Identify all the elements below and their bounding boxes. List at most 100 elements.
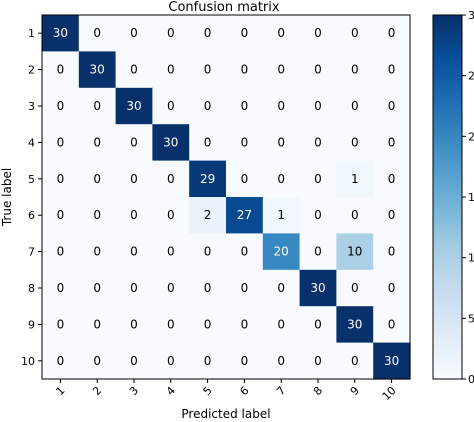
- heatmap-cell-r4-c2: [78, 124, 117, 162]
- cell-value-r2-c5: 0: [204, 63, 212, 77]
- cell-value-r9-c6: 0: [241, 317, 249, 331]
- cell-value-r1-c2: 0: [93, 26, 101, 40]
- heatmap-cell-r3-c7: [262, 87, 301, 125]
- heatmap-cell-r3-c3: [115, 87, 153, 125]
- y-tick-label: 5: [28, 173, 35, 186]
- heatmap-cell-r8-c3: [115, 269, 153, 307]
- heatmap-cell-r5-c9: [336, 160, 374, 198]
- heatmap-cell-r5-c7: [262, 160, 301, 198]
- heatmap-cell-r9-c1: [42, 306, 80, 344]
- heatmap-cell-r1-c10: [373, 15, 411, 52]
- heatmap-cell-r4-c5: [189, 124, 227, 162]
- heatmap-cell-r2-c3: [115, 51, 153, 89]
- heatmap-cell-r2-c8: [299, 51, 337, 89]
- heatmap-cell-r3-c9: [336, 87, 374, 125]
- cell-value-r7-c9: 10: [347, 245, 362, 259]
- colorbar-tick-label: 10: [468, 252, 474, 265]
- heatmap-cell-r10-c9: [336, 342, 374, 380]
- heatmap-cell-r2-c4: [152, 51, 190, 89]
- heatmap-cell-r8-c8: [299, 269, 337, 307]
- cell-value-r7-c2: 0: [93, 245, 101, 259]
- cell-value-r9-c3: 0: [130, 317, 138, 331]
- x-axis-label: Predicted label: [181, 407, 270, 421]
- cell-value-r5-c3: 0: [130, 172, 138, 186]
- y-tick-label: 3: [28, 100, 35, 113]
- heatmap-cell-r3-c2: [78, 87, 117, 125]
- heatmap-cell-r7-c7: [262, 233, 301, 271]
- cell-value-r8-c4: 0: [167, 281, 175, 295]
- cell-value-r6-c9: 0: [351, 208, 359, 222]
- heatmap-cell-r1-c2: [78, 15, 117, 52]
- heatmap-cell-r5-c8: [299, 160, 337, 198]
- heatmap-cell-r4-c4: [152, 124, 190, 162]
- x-tick-label: 7: [274, 384, 288, 398]
- heatmap-cell-r1-c7: [262, 15, 301, 52]
- x-tick-label: 8: [311, 384, 325, 398]
- cell-value-r9-c5: 0: [204, 317, 212, 331]
- cell-value-r3-c9: 0: [351, 99, 359, 113]
- heatmap-cell-r5-c2: [78, 160, 117, 198]
- y-tick-label: 2: [28, 64, 35, 77]
- cell-value-r8-c6: 0: [241, 281, 249, 295]
- cell-value-r8-c10: 0: [388, 281, 396, 295]
- cell-value-r6-c3: 0: [130, 208, 138, 222]
- cell-value-r4-c2: 0: [93, 135, 101, 149]
- cell-value-r10-c4: 0: [167, 354, 175, 368]
- cell-value-r5-c8: 0: [314, 172, 322, 186]
- cell-value-r9-c4: 0: [167, 317, 175, 331]
- heatmap-cell-r6-c1: [42, 197, 80, 234]
- heatmap-cell-r7-c3: [115, 233, 153, 271]
- cell-value-r10-c7: 0: [277, 354, 285, 368]
- cell-value-r4-c7: 0: [277, 135, 285, 149]
- y-tick-label: 9: [28, 318, 35, 331]
- heatmap-cell-r2-c9: [336, 51, 374, 89]
- cell-value-r1-c9: 0: [351, 26, 359, 40]
- heatmap-cell-r3-c6: [226, 87, 264, 125]
- cell-value-r4-c10: 0: [388, 135, 396, 149]
- heatmap-cell-r4-c8: [299, 124, 337, 162]
- cell-value-r9-c1: 0: [57, 317, 65, 331]
- heatmap-cell-r5-c3: [115, 160, 153, 198]
- cell-value-r2-c2: 30: [90, 63, 105, 77]
- x-tick-label: 10: [380, 384, 399, 403]
- x-tick-label: 3: [127, 384, 141, 398]
- heatmap-cell-r5-c4: [152, 160, 190, 198]
- y-tick-label: 8: [28, 282, 35, 295]
- cell-value-r4-c3: 0: [130, 135, 138, 149]
- cell-value-r7-c4: 0: [167, 245, 175, 259]
- heatmap-cell-r7-c1: [42, 233, 80, 271]
- cell-value-r2-c8: 0: [314, 63, 322, 77]
- cell-value-r8-c7: 0: [277, 281, 285, 295]
- cell-value-r1-c1: 30: [53, 26, 68, 40]
- cell-value-r8-c3: 0: [130, 281, 138, 295]
- cell-value-r5-c9: 1: [351, 172, 359, 186]
- cell-value-r3-c2: 0: [93, 99, 101, 113]
- cell-value-r10-c5: 0: [204, 354, 212, 368]
- heatmap-cell-r10-c4: [152, 342, 190, 380]
- heatmap-cell-r1-c5: [189, 15, 227, 52]
- cell-value-r8-c9: 0: [351, 281, 359, 295]
- cell-value-r9-c7: 0: [277, 317, 285, 331]
- cell-value-r10-c2: 0: [93, 354, 101, 368]
- cell-value-r2-c4: 0: [167, 63, 175, 77]
- heatmap-cell-r2-c6: [226, 51, 264, 89]
- cell-value-r10-c8: 0: [314, 354, 322, 368]
- heatmap-cell-r1-c3: [115, 15, 153, 52]
- cell-value-r5-c5: 29: [200, 172, 215, 186]
- heatmap-cell-r9-c4: [152, 306, 190, 344]
- cell-value-r4-c9: 0: [351, 135, 359, 149]
- y-tick-label: 6: [28, 209, 35, 222]
- cell-value-r5-c1: 0: [57, 172, 65, 186]
- heatmap-cell-r9-c5: [189, 306, 227, 344]
- cell-value-r3-c6: 0: [241, 99, 249, 113]
- cell-value-r6-c6: 27: [237, 208, 252, 222]
- cell-value-r2-c6: 0: [241, 63, 249, 77]
- cell-value-r1-c8: 0: [314, 26, 322, 40]
- heatmap-cell-r4-c1: [42, 124, 80, 162]
- cell-value-r4-c4: 30: [163, 135, 178, 149]
- cell-value-r4-c6: 0: [241, 135, 249, 149]
- heatmap-cell-r8-c7: [262, 269, 301, 307]
- cell-value-r6-c8: 0: [314, 208, 322, 222]
- cell-value-r8-c5: 0: [204, 281, 212, 295]
